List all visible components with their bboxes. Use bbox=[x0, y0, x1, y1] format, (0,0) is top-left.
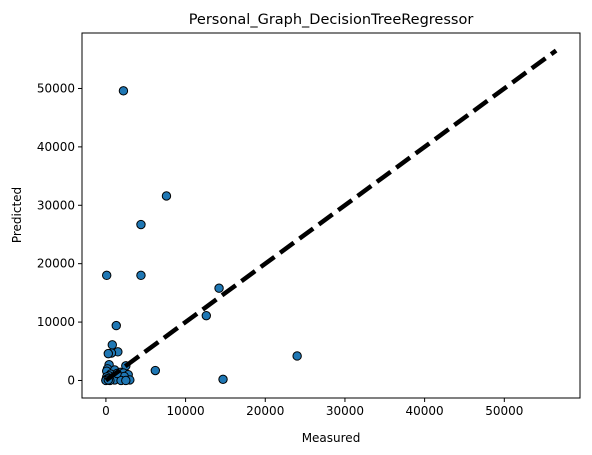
x-axis-label: Measured bbox=[302, 431, 361, 445]
x-tick-label: 20000 bbox=[246, 404, 284, 418]
chart-title: Personal_Graph_DecisionTreeRegressor bbox=[189, 12, 474, 28]
x-tick-label: 40000 bbox=[406, 404, 444, 418]
scatter-point bbox=[102, 270, 112, 281]
scatter-point bbox=[111, 320, 121, 331]
scatter-point bbox=[103, 348, 113, 359]
y-tick-label: 40000 bbox=[37, 140, 75, 154]
plot-frame bbox=[81, 32, 581, 399]
x-axis-ticks: 0 10000 20000 30000 40000 50000 bbox=[102, 398, 523, 418]
y-tick-label: 30000 bbox=[37, 198, 75, 212]
scatter-point bbox=[150, 365, 161, 376]
x-tick-label: 10000 bbox=[166, 404, 204, 418]
reference-line bbox=[104, 48, 558, 383]
scatter-point bbox=[136, 219, 146, 230]
scatter-point bbox=[121, 375, 131, 386]
scatter-point bbox=[218, 374, 228, 385]
scatter-point bbox=[136, 270, 146, 281]
y-tick-label: 20000 bbox=[37, 257, 75, 271]
y-tick-label: 50000 bbox=[37, 81, 75, 95]
scatter-point bbox=[161, 191, 172, 201]
scatter-point bbox=[201, 310, 212, 321]
y-axis-ticks: 0 10000 20000 30000 40000 50000 bbox=[37, 81, 82, 387]
scatter-point bbox=[118, 86, 129, 96]
x-tick-label: 50000 bbox=[485, 404, 523, 418]
y-tick-label: 10000 bbox=[37, 315, 75, 329]
x-tick-label: 30000 bbox=[326, 404, 364, 418]
scatter-point bbox=[292, 351, 302, 361]
scatter-point bbox=[107, 340, 117, 350]
x-tick-label: 0 bbox=[102, 404, 110, 418]
reference-line-layer bbox=[104, 48, 558, 383]
y-axis-label: Predicted bbox=[10, 187, 24, 243]
y-tick-label: 0 bbox=[67, 373, 75, 387]
scatter-point bbox=[214, 283, 224, 293]
